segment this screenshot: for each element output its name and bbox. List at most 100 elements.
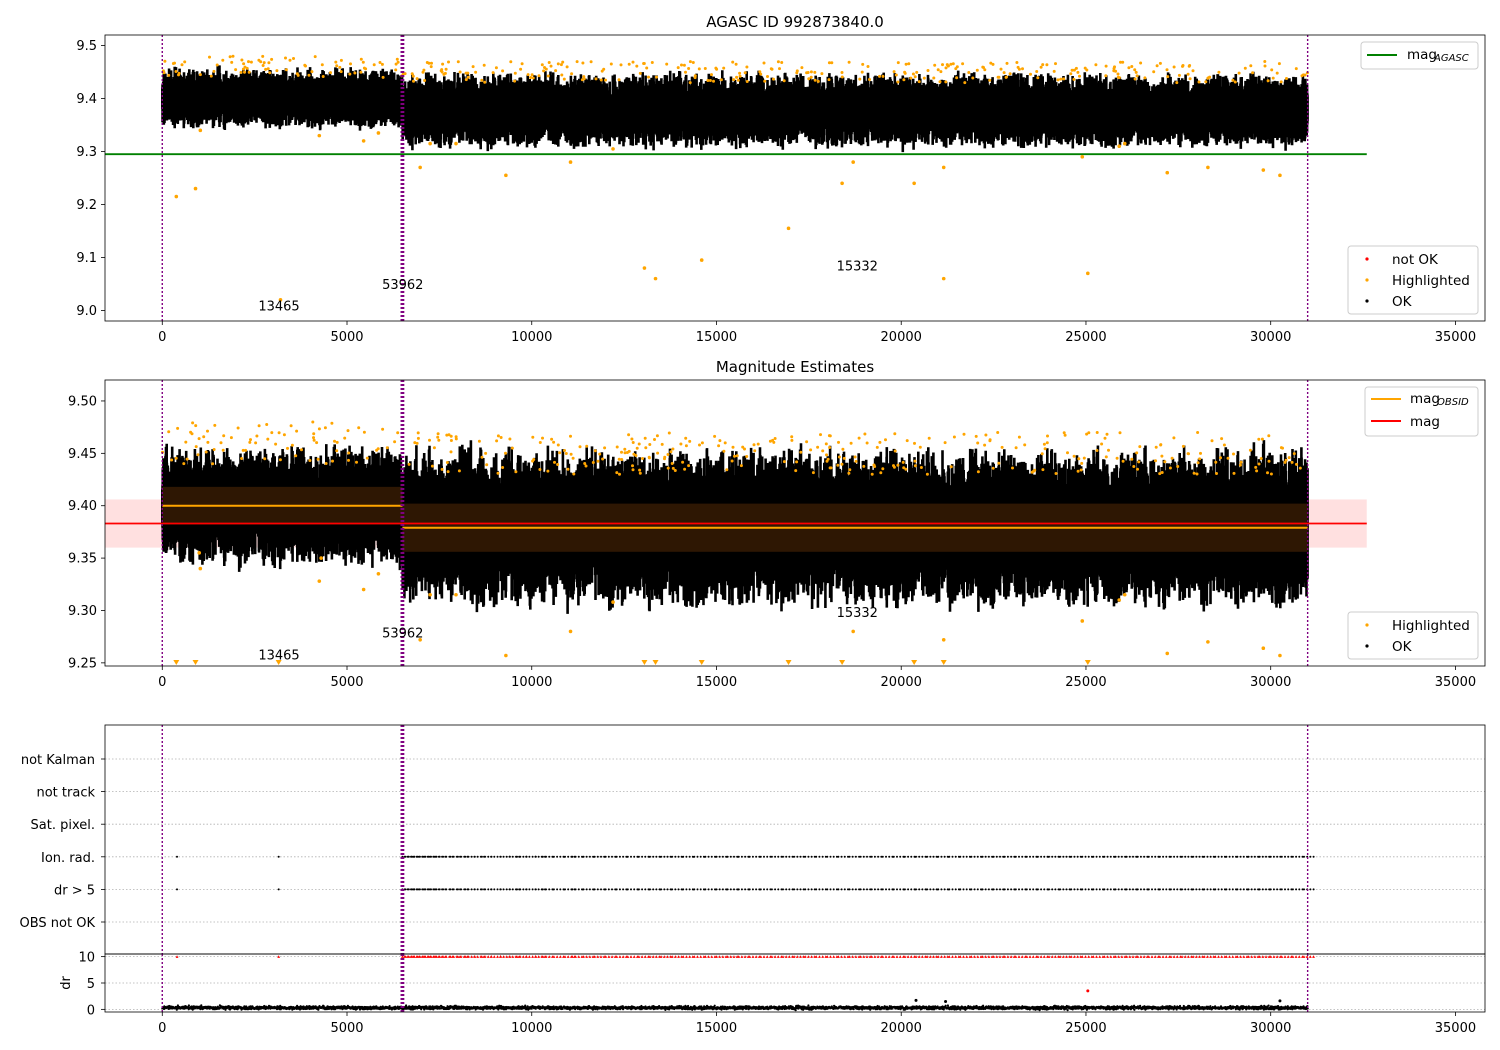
highlighted-points <box>161 54 404 79</box>
highlighted-point <box>376 572 381 576</box>
highlighted-point <box>1080 619 1085 623</box>
flag-label: Sat. pixel. <box>31 818 95 833</box>
flag-label: Ion. rad. <box>41 851 95 866</box>
highlighted-point <box>319 556 323 560</box>
highlighted-point <box>851 160 855 164</box>
obsid-label: 15332 <box>837 260 878 275</box>
highlighted-point <box>1278 653 1282 658</box>
legend-label: Highlighted <box>1392 618 1470 634</box>
legend-marker <box>1365 257 1369 261</box>
legend-marker <box>1365 299 1369 303</box>
flag-label: not track <box>36 786 95 801</box>
highlighted-point <box>317 579 322 583</box>
highlighted-point <box>912 181 916 186</box>
flag-label: OBS not OK <box>20 916 96 931</box>
highlighted-point <box>1165 170 1170 175</box>
x-tick-label: 20000 <box>881 330 922 345</box>
highlighted-points <box>401 60 1309 85</box>
highlighted-point <box>1117 144 1122 149</box>
dr-panel: 0 5 10 dr 0 5000 10000 15000 20000 25000 30000 3500… <box>59 951 1486 1036</box>
x-tick-label: 15000 <box>696 675 737 690</box>
highlighted-point <box>851 629 855 634</box>
highlighted-point <box>941 276 946 281</box>
obsid-label: 13465 <box>258 299 299 314</box>
highlighted-point <box>197 551 202 555</box>
y-tick-label: 9.50 <box>68 394 97 409</box>
highlighted-point <box>504 173 508 178</box>
highlighted-point <box>418 165 422 170</box>
x-tick-label: 10000 <box>511 1021 552 1036</box>
y-tick-label: 9.1 <box>76 251 97 266</box>
obsid-label: 53962 <box>382 627 423 642</box>
obsid-label: 53962 <box>382 278 423 293</box>
clipped-marker <box>192 660 199 665</box>
y-tick-label: 9.2 <box>76 198 97 213</box>
x-tick-label: 25000 <box>1065 675 1106 690</box>
dr-outlier-point <box>944 999 948 1003</box>
x-tick-label: 20000 <box>881 675 922 690</box>
highlighted-point <box>454 592 458 597</box>
legend-marker <box>1365 623 1369 627</box>
y-tick-label: 9.25 <box>68 656 97 671</box>
highlighted-point <box>1086 271 1090 276</box>
axes-frame <box>104 34 1486 322</box>
dr-outlier-point <box>1086 989 1090 993</box>
flags-panel: not Kalman not track Sat. pixel. Ion. rad. d… <box>20 724 1486 955</box>
legend-box <box>1347 611 1479 660</box>
y-tick-label: 5 <box>87 977 95 992</box>
x-tick-label: 15000 <box>696 1021 737 1036</box>
highlighted-point <box>317 133 322 138</box>
x-tick-label: 5000 <box>330 330 363 345</box>
highlighted-point <box>1261 646 1266 650</box>
legend-marker <box>1365 278 1369 282</box>
legend-box <box>1347 245 1479 315</box>
highlighted-point <box>1206 640 1210 644</box>
y-tick-label: 9.30 <box>68 604 97 619</box>
chart-title: Magnitude Estimates <box>716 358 874 376</box>
obsid-label: 15332 <box>837 606 878 621</box>
x-tick-label: 35000 <box>1435 330 1476 345</box>
legend-subscript: OBSID <box>1437 397 1469 408</box>
dr-points <box>161 1004 1309 1012</box>
highlighted-point <box>568 160 573 164</box>
x-tick-label: 10000 <box>511 675 552 690</box>
x-tick-label: 5000 <box>330 1021 363 1036</box>
agasc-panel: AGASC ID 992873840.0 13465 53962 15332 0 5000… <box>76 13 1486 345</box>
highlighted-points <box>407 431 1302 476</box>
legend-label: mag <box>1407 47 1437 63</box>
highlighted-point <box>1117 598 1122 602</box>
legend-label: mag <box>1410 414 1440 430</box>
clipped-marker <box>698 660 705 665</box>
x-tick-label: 35000 <box>1435 675 1476 690</box>
highlighted-point <box>1261 168 1266 172</box>
clipped-marker <box>839 660 846 665</box>
axes-frame <box>104 379 1486 667</box>
highlighted-point <box>198 566 203 571</box>
highlighted-point <box>611 600 615 604</box>
x-tick-label: 30000 <box>1250 1021 1291 1036</box>
x-tick-label: 20000 <box>881 1021 922 1036</box>
dr-axis-label: dr <box>59 976 74 990</box>
ok-points <box>161 65 404 131</box>
dr-outlier-point <box>914 998 918 1002</box>
clipped-marker <box>173 660 180 665</box>
highlighted-point <box>786 226 791 231</box>
chart-title: AGASC ID 992873840.0 <box>706 13 884 31</box>
y-tick-label: 9.5 <box>76 39 97 54</box>
highlighted-point <box>428 592 432 597</box>
highlighted-point <box>1122 141 1127 146</box>
x-tick-label: 0 <box>158 330 166 345</box>
clipped-marker <box>275 660 282 665</box>
legend-label: OK <box>1392 294 1413 310</box>
clipped-marker <box>652 660 659 665</box>
x-tick-label: 30000 <box>1250 330 1291 345</box>
highlighted-point <box>278 298 283 302</box>
highlighted-point <box>642 266 647 270</box>
magnitude-estimates-panel: Magnitude Estimates 13465 53962 15332 0 5000 1… <box>68 358 1486 690</box>
x-tick-label: 30000 <box>1250 675 1291 690</box>
highlighted-point <box>1080 155 1085 159</box>
legend-marker <box>1365 644 1369 648</box>
ok-points <box>401 70 1309 153</box>
dr-frame <box>104 953 1486 1013</box>
